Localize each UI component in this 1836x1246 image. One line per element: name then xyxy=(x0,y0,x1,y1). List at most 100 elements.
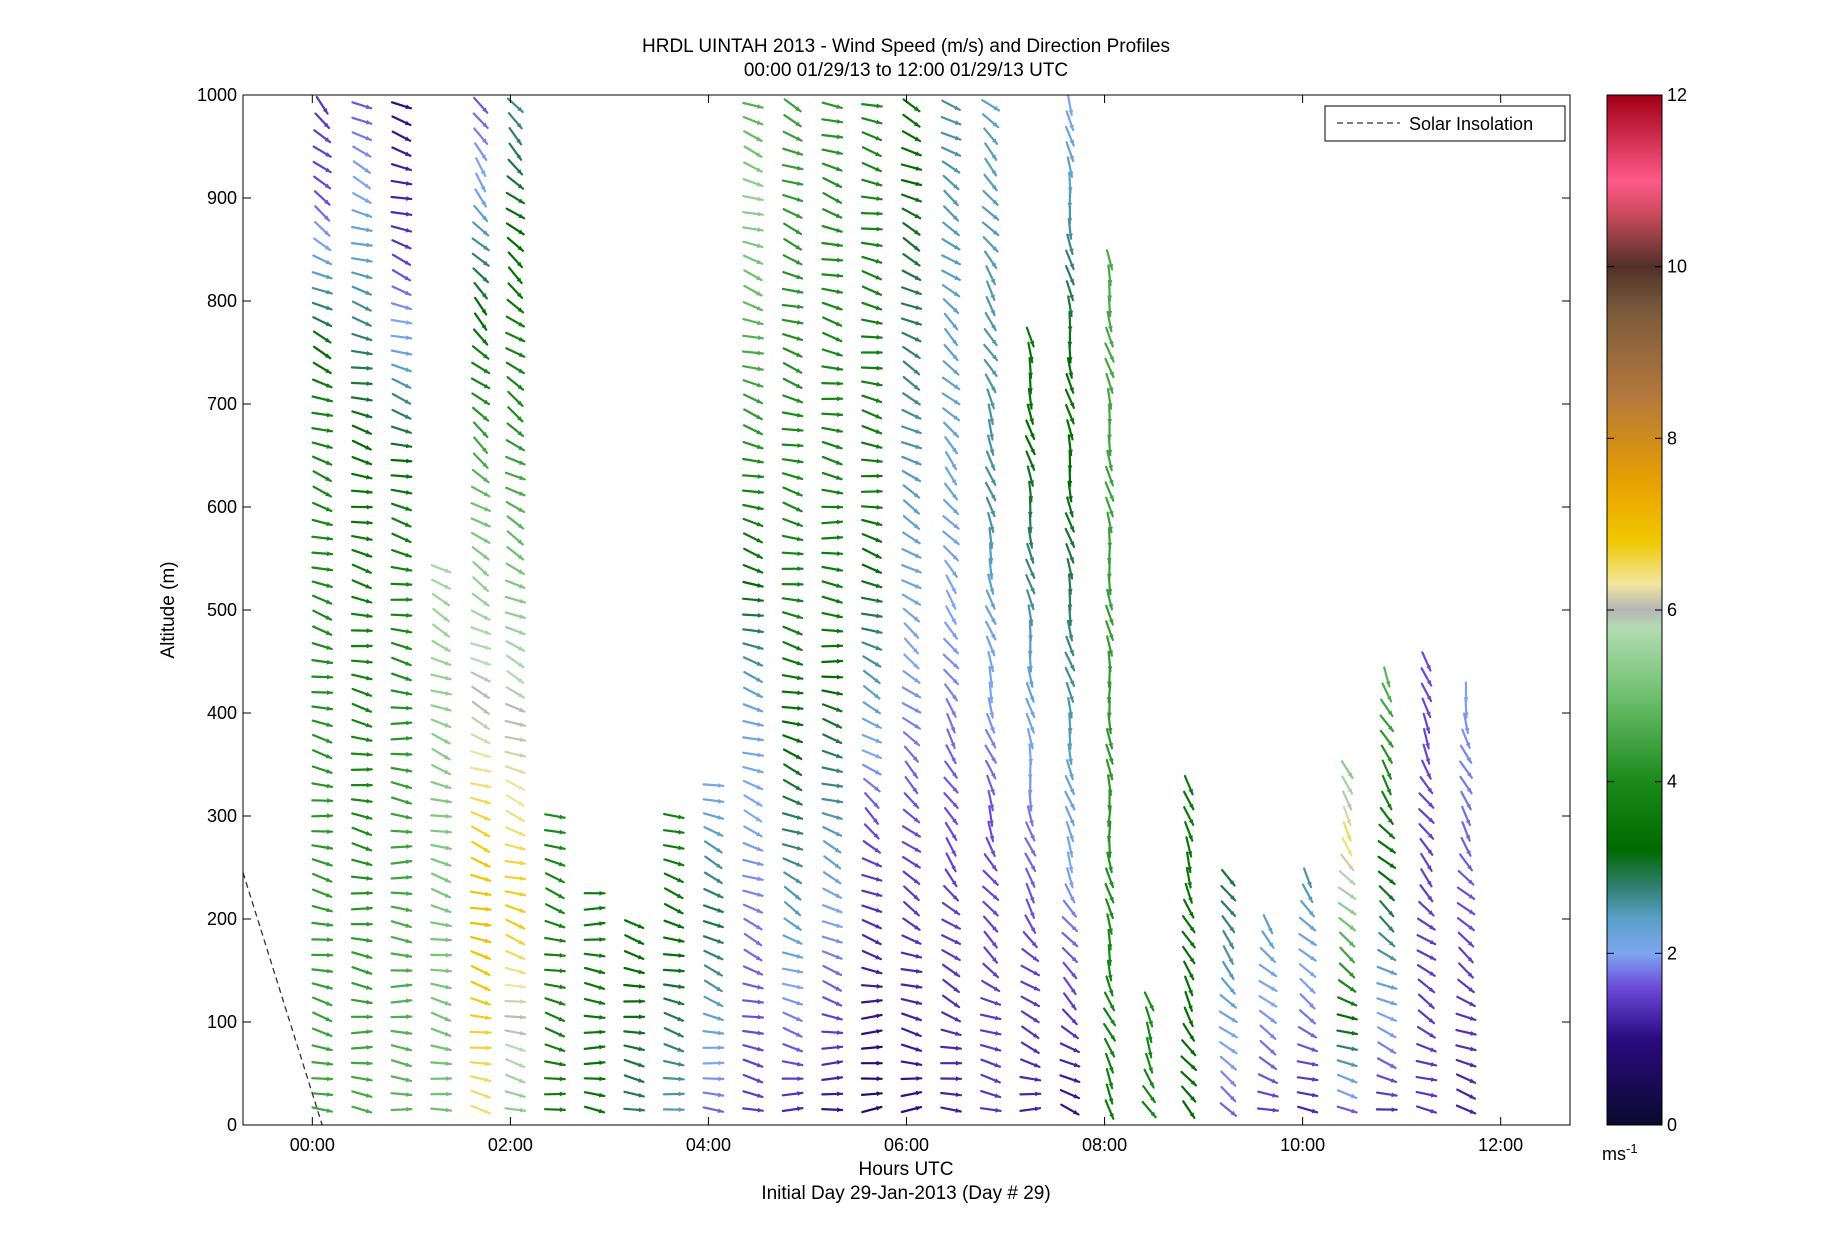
wind-arrow xyxy=(390,582,413,587)
wind-arrow xyxy=(1062,899,1078,918)
wind-arrow-head xyxy=(599,1060,605,1066)
wind-arrow-head xyxy=(836,166,842,171)
wind-arrow-head xyxy=(404,136,411,141)
wind-arrow xyxy=(350,906,373,911)
wind-arrow-head xyxy=(834,878,841,884)
wind-arrow-head xyxy=(406,458,412,464)
wind-arrow xyxy=(861,966,883,975)
wind-arrow xyxy=(583,966,606,975)
wind-arrow xyxy=(861,117,883,125)
wind-arrow xyxy=(351,349,373,356)
wind-arrow-head xyxy=(519,769,525,774)
wind-arrow xyxy=(1064,527,1076,549)
wind-arrow xyxy=(982,236,999,253)
wind-arrow-head xyxy=(676,893,683,899)
wind-arrow-head xyxy=(1389,1032,1396,1038)
wind-arrow-head xyxy=(1188,1005,1193,1011)
wind-arrow-head xyxy=(1107,975,1113,981)
wind-arrow xyxy=(702,812,725,820)
wind-arrow-head xyxy=(639,1014,645,1020)
wind-arrow-head xyxy=(1350,1001,1357,1006)
wind-arrow-head xyxy=(1108,650,1113,656)
wind-arrow xyxy=(988,542,994,565)
wind-arrow-head xyxy=(836,475,842,480)
wind-arrow-head xyxy=(837,643,843,649)
wind-arrow xyxy=(904,775,919,795)
wind-arrow-head xyxy=(482,107,488,113)
wind-arrow-head xyxy=(915,1061,922,1067)
wind-arrow xyxy=(1025,821,1036,842)
wind-arrow xyxy=(1105,620,1114,642)
wind-arrow-head xyxy=(915,320,921,326)
wind-arrow xyxy=(742,457,764,464)
wind-arrow xyxy=(860,998,883,1004)
wind-arrow-head xyxy=(1072,1033,1078,1039)
wind-arrow-head xyxy=(326,1108,332,1113)
wind-arrow-head xyxy=(1108,464,1113,471)
wind-arrow-head xyxy=(519,598,525,604)
wind-arrow-head xyxy=(836,753,842,759)
wind-arrow-head xyxy=(404,399,411,404)
colorbar-fill xyxy=(1607,95,1662,1125)
wind-arrow xyxy=(311,1106,333,1113)
wind-arrow xyxy=(350,381,373,386)
wind-arrow-head xyxy=(951,757,956,763)
wind-arrow xyxy=(821,365,844,372)
wind-arrow xyxy=(860,365,883,371)
wind-arrow xyxy=(430,797,452,804)
wind-arrow-head xyxy=(406,705,412,711)
y-tick-label: 600 xyxy=(207,497,237,517)
wind-arrow-head xyxy=(990,278,995,285)
wind-arrow-head xyxy=(1469,1109,1476,1114)
wind-arrow xyxy=(504,859,527,866)
wind-arrow xyxy=(742,656,764,667)
wind-arrow-head xyxy=(1230,895,1236,901)
wind-arrow-head xyxy=(991,942,997,948)
wind-arrow xyxy=(861,563,883,574)
wind-arrow-head xyxy=(326,722,332,727)
wind-arrow xyxy=(901,840,922,853)
wind-arrow-head xyxy=(1189,942,1195,948)
wind-arrow xyxy=(861,409,883,420)
wind-arrow-head xyxy=(638,1062,644,1067)
wind-arrow-head xyxy=(875,954,881,960)
wind-arrow xyxy=(988,665,994,688)
wind-arrow xyxy=(390,627,413,634)
wind-arrow-head xyxy=(716,1001,723,1006)
wind-arrow-head xyxy=(797,675,803,681)
wind-arrow-head xyxy=(1310,940,1316,946)
wind-arrow-head xyxy=(323,215,330,221)
wind-arrow xyxy=(1257,1090,1279,1098)
wind-arrow-head xyxy=(445,784,451,789)
wind-arrow-head xyxy=(912,756,918,762)
wind-arrow xyxy=(821,565,844,573)
wind-arrow xyxy=(983,127,999,145)
wind-arrow xyxy=(1299,993,1316,1010)
wind-arrow xyxy=(312,733,333,744)
wind-arrow-head xyxy=(836,783,842,789)
wind-arrow xyxy=(988,805,994,827)
wind-arrow xyxy=(901,564,922,574)
wind-arrow xyxy=(742,842,764,852)
wind-arrow xyxy=(940,1028,962,1037)
wind-arrow xyxy=(781,534,804,542)
wind-arrow xyxy=(1065,141,1075,163)
wind-arrow xyxy=(783,114,802,128)
wind-arrow-head xyxy=(1106,820,1112,826)
wind-arrow-head xyxy=(757,768,763,774)
wind-arrow xyxy=(471,468,490,484)
wind-arrow xyxy=(1061,916,1079,933)
wind-arrow xyxy=(1338,916,1357,932)
wind-arrow-head xyxy=(405,552,411,558)
wind-arrow-head xyxy=(836,305,842,310)
wind-arrow xyxy=(901,855,921,869)
wind-arrow-head xyxy=(517,106,523,112)
wind-arrow-head xyxy=(1309,1003,1315,1009)
wind-arrow xyxy=(943,637,960,655)
wind-arrow xyxy=(861,301,883,311)
wind-arrow xyxy=(314,221,331,237)
wind-arrow-head xyxy=(365,707,371,712)
wind-arrow-head xyxy=(797,443,803,448)
wind-arrow-head xyxy=(952,647,958,654)
wind-arrow xyxy=(311,658,334,665)
